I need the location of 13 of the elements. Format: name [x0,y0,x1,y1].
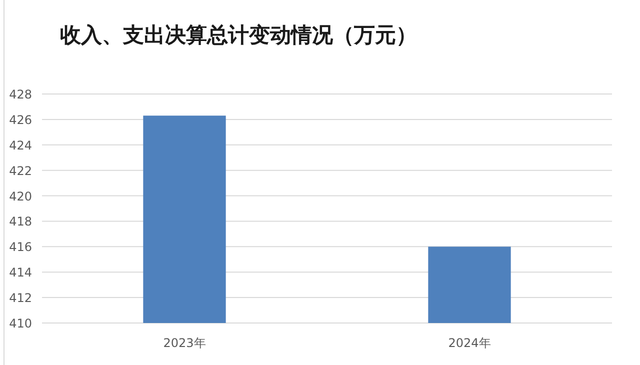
y-tick-label: 428 [9,88,32,102]
y-tick-label: 422 [9,164,32,178]
y-tick-label: 412 [9,291,32,306]
y-tick-label: 410 [9,316,32,330]
y-tick-label: 424 [9,138,32,152]
x-tick-label: 2023年 [163,336,206,350]
y-tick-label: 426 [9,112,32,127]
y-tick-label: 416 [9,240,32,254]
x-tick-label: 2024年 [448,336,491,350]
y-tick-label: 418 [9,214,32,229]
y-tick-label: 414 [9,266,32,280]
y-tick-label: 420 [9,189,32,204]
chart-title: 收入、支出决算总计变动情况（万元） [60,22,417,47]
